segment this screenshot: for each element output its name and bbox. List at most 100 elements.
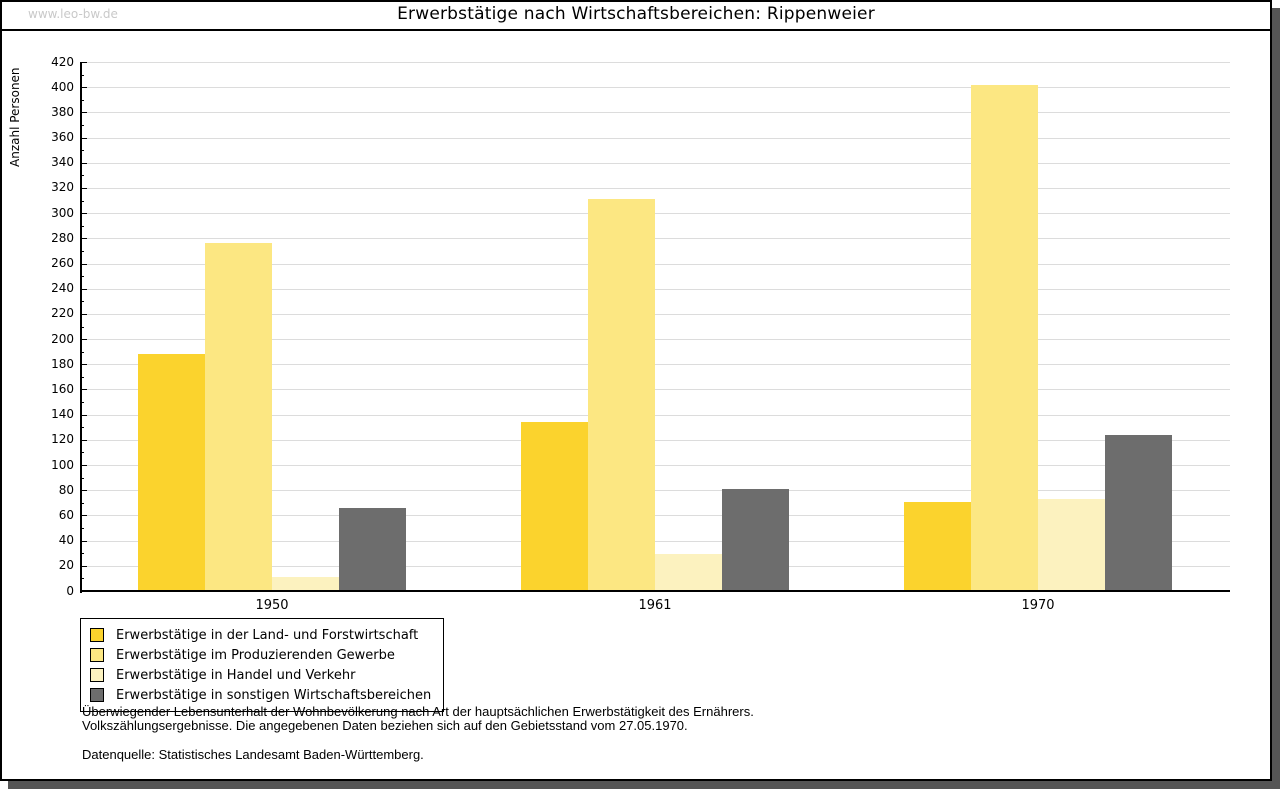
y-tick-major	[80, 289, 87, 290]
y-tick-label: 0	[66, 584, 74, 598]
y-tick-label: 20	[58, 558, 74, 572]
y-tick-minor	[80, 226, 84, 227]
y-tick-minor	[80, 301, 84, 302]
y-tick-label: 100	[51, 458, 74, 472]
watermark: www.leo-bw.de	[28, 7, 118, 21]
x-axis-line	[80, 590, 1230, 592]
x-category-label: 1961	[638, 598, 672, 613]
y-tick-label: 420	[51, 55, 74, 69]
gridline	[81, 364, 1230, 365]
legend-swatch	[90, 688, 104, 702]
y-tick-major	[80, 314, 87, 315]
y-tick-major	[80, 515, 87, 516]
y-tick-label: 60	[58, 508, 74, 522]
bar	[655, 554, 722, 590]
y-tick-label: 140	[51, 407, 74, 421]
gridline	[81, 213, 1230, 214]
legend-swatch	[90, 648, 104, 662]
y-tick-major	[80, 238, 87, 239]
y-tick-label: 340	[51, 155, 74, 169]
bar	[971, 85, 1038, 590]
gridline	[81, 87, 1230, 88]
gridline	[81, 440, 1230, 441]
gridline	[81, 112, 1230, 113]
y-tick-major	[80, 62, 87, 63]
gridline	[81, 62, 1230, 63]
bar	[588, 199, 655, 590]
bar	[1105, 435, 1172, 590]
bar	[904, 502, 971, 590]
footer-note: Überwiegender Lebensunterhalt der Wohnbe…	[82, 705, 754, 733]
gridline	[81, 490, 1230, 491]
header-divider	[2, 29, 1270, 31]
y-tick-label: 320	[51, 180, 74, 194]
y-axis-line	[80, 62, 82, 593]
page-title: Erwerbstätige nach Wirtschaftsbereichen:…	[397, 4, 875, 24]
x-category-label: 1970	[1021, 598, 1055, 613]
y-tick-minor	[80, 478, 84, 479]
bar	[1038, 499, 1105, 590]
y-tick-major	[80, 339, 87, 340]
y-tick-label: 280	[51, 231, 74, 245]
y-tick-major	[80, 389, 87, 390]
footer-source: Datenquelle: Statistisches Landesamt Bad…	[82, 747, 424, 762]
bar	[272, 577, 339, 590]
y-tick-minor	[80, 100, 84, 101]
y-tick-label: 40	[58, 533, 74, 547]
y-tick-minor	[80, 75, 84, 76]
y-tick-major	[80, 188, 87, 189]
gridline	[81, 415, 1230, 416]
y-tick-minor	[80, 175, 84, 176]
gridline	[81, 289, 1230, 290]
legend-label: Erwerbstätige im Produzierenden Gewerbe	[116, 647, 395, 663]
plot-area: 0 20 40 60 80 100 120 140 160 180 200 220 240 260 280 3…	[51, 55, 1230, 613]
y-tick-major	[80, 541, 87, 542]
y-tick-label: 240	[51, 281, 74, 295]
legend-label: Erwerbstätige in Handel und Verkehr	[116, 667, 356, 683]
y-tick-label: 220	[51, 306, 74, 320]
y-tick-minor	[80, 452, 84, 453]
y-tick-minor	[80, 402, 84, 403]
y-tick-label: 120	[51, 432, 74, 446]
y-tick-major	[80, 490, 87, 491]
gridline	[81, 339, 1230, 340]
y-tick-major	[80, 440, 87, 441]
x-category-label: 1950	[255, 598, 289, 613]
bar	[138, 354, 205, 590]
y-tick-major	[80, 213, 87, 214]
legend-swatch	[90, 668, 104, 682]
gridline	[81, 515, 1230, 516]
y-tick-major	[80, 566, 87, 567]
y-tick-minor	[80, 553, 84, 554]
y-axis-title: Anzahl Personen	[8, 67, 22, 167]
legend-item: Erwerbstätige in sonstigen Wirtschaftsbe…	[90, 685, 431, 705]
y-tick-minor	[80, 503, 84, 504]
y-tick-minor	[80, 377, 84, 378]
bar	[521, 422, 588, 590]
y-tick-minor	[80, 201, 84, 202]
gridline	[81, 238, 1230, 239]
gridline	[81, 163, 1230, 164]
legend-item: Erwerbstätige in der Land- und Forstwirt…	[90, 625, 431, 645]
y-tick-minor	[80, 352, 84, 353]
legend-label: Erwerbstätige in der Land- und Forstwirt…	[116, 627, 419, 643]
legend: Erwerbstätige in der Land- und Forstwirt…	[80, 618, 445, 712]
gridline	[81, 541, 1230, 542]
y-tick-major	[80, 415, 87, 416]
y-tick-label: 360	[51, 130, 74, 144]
y-tick-major	[80, 87, 87, 88]
y-tick-major	[80, 364, 87, 365]
y-tick-minor	[80, 150, 84, 151]
y-tick-major	[80, 112, 87, 113]
y-tick-label: 160	[51, 382, 74, 396]
y-tick-minor	[80, 125, 84, 126]
legend-item: Erwerbstätige im Produzierenden Gewerbe	[90, 645, 431, 665]
footer-note-line-2: Volkszählungsergebnisse. Die angegebenen…	[82, 718, 688, 733]
y-tick-label: 260	[51, 256, 74, 270]
y-tick-label: 400	[51, 80, 74, 94]
bar	[339, 508, 406, 590]
y-tick-minor	[80, 578, 84, 579]
y-tick-major	[80, 465, 87, 466]
y-tick-minor	[80, 251, 84, 252]
y-tick-label: 180	[51, 357, 74, 371]
